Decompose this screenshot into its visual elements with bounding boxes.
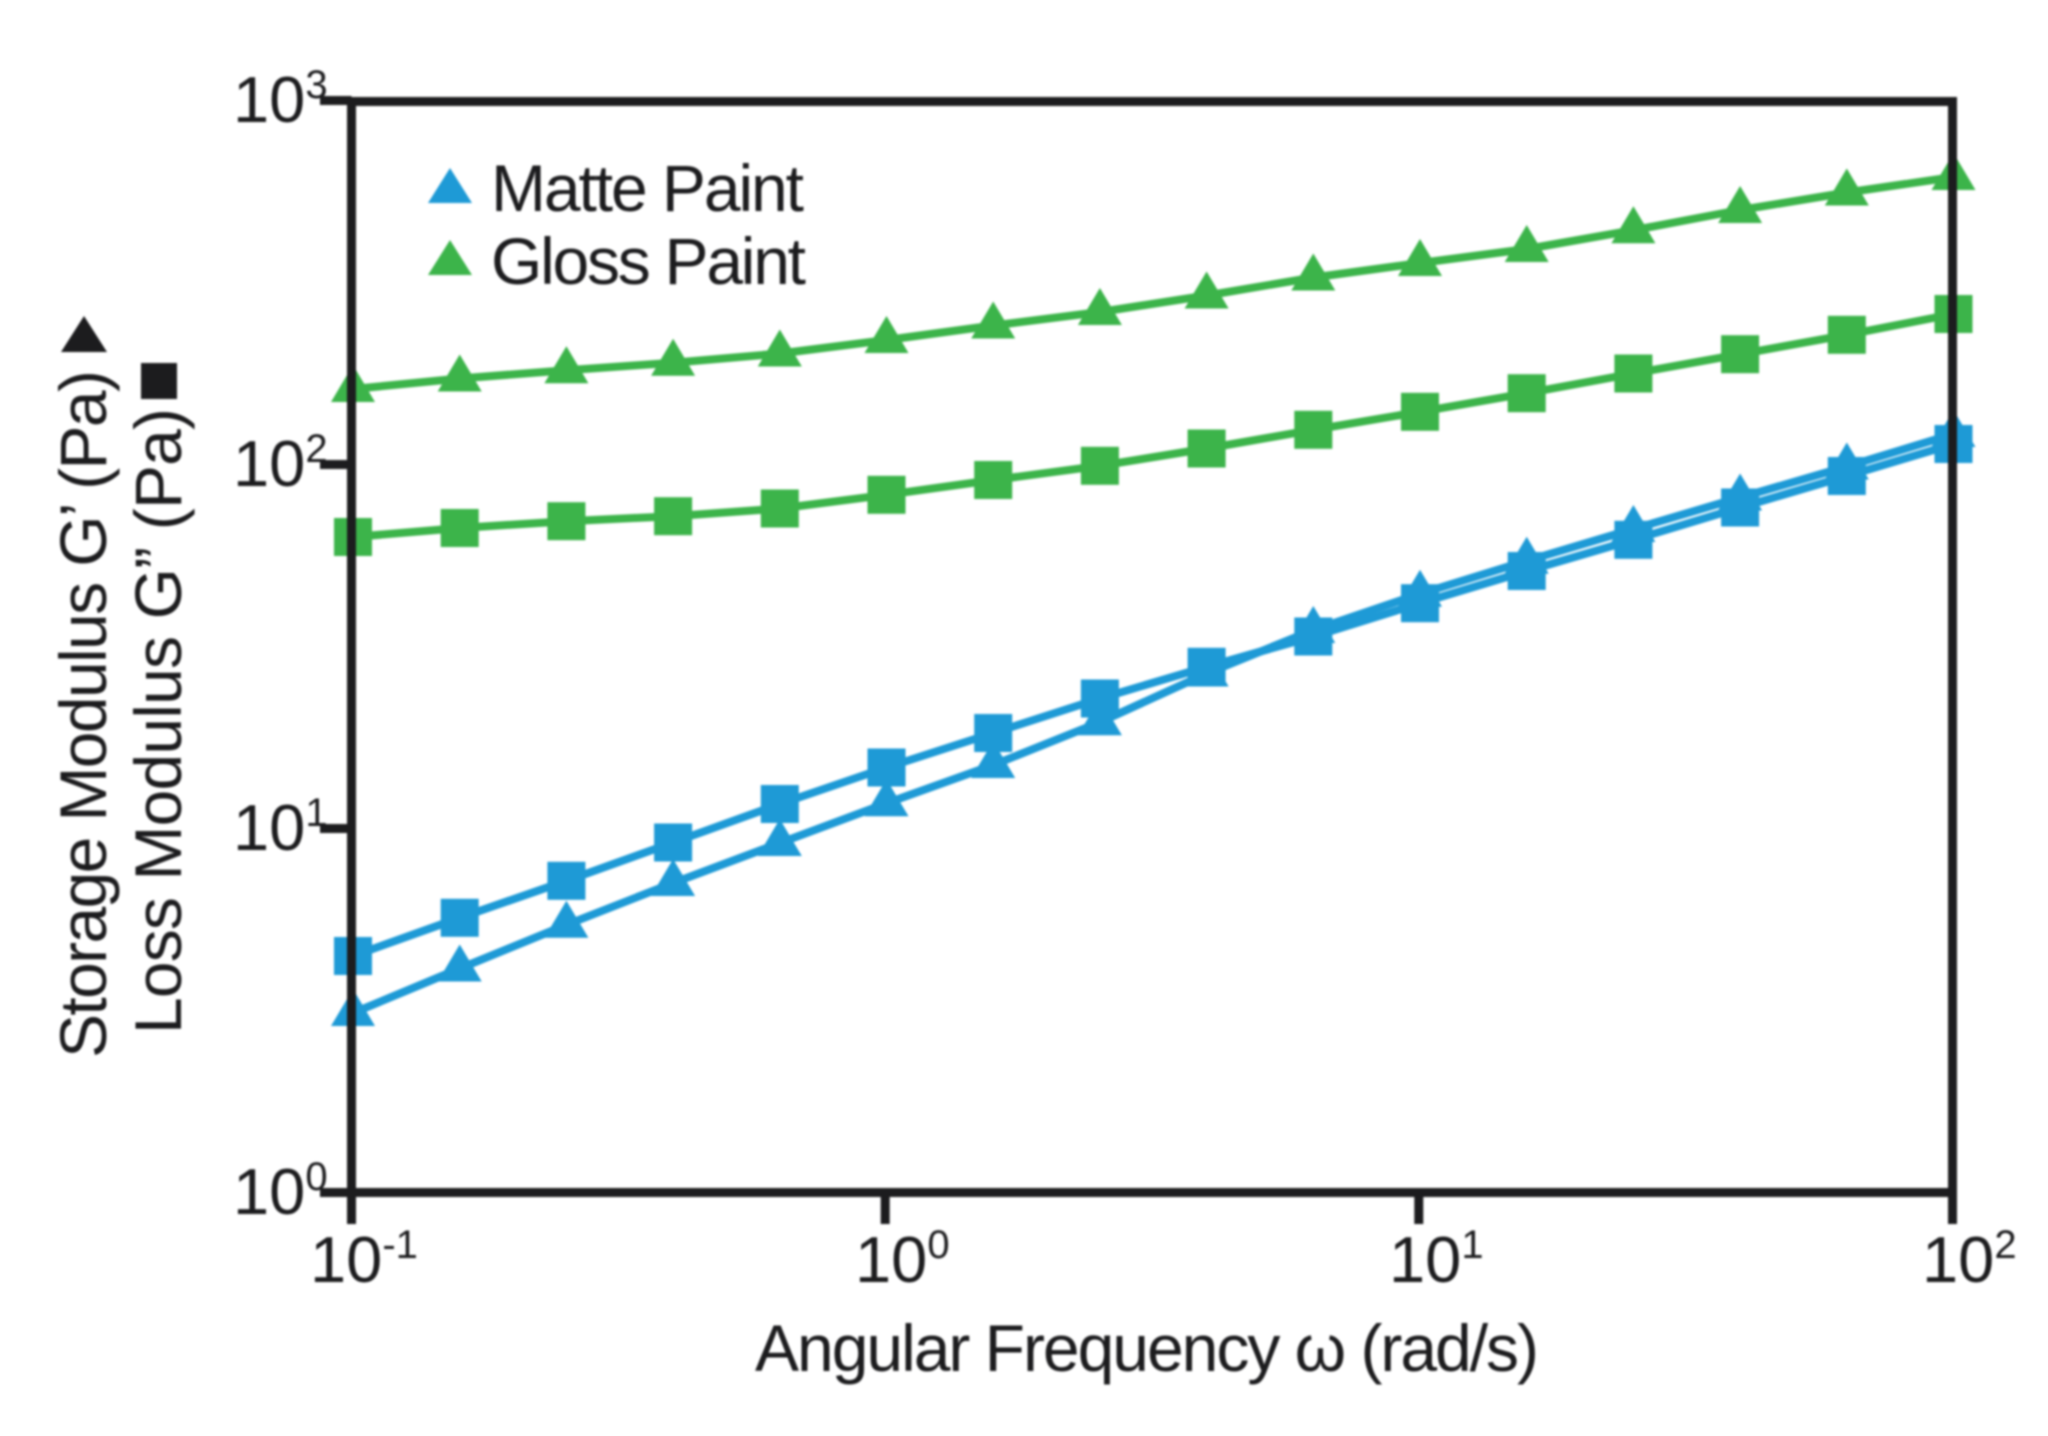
svg-text:Angular Frequency ω (rad/s): Angular Frequency ω (rad/s) — [755, 1311, 1539, 1385]
svg-text:Matte Paint: Matte Paint — [491, 151, 804, 225]
svg-text:101: 101 — [233, 791, 328, 864]
svg-text:Loss Modulus G” (Pa): Loss Modulus G” (Pa) — [121, 408, 195, 1034]
svg-text:Storage Modulus G’ (Pa): Storage Modulus G’ (Pa) — [46, 370, 120, 1058]
svg-text:Gloss Paint: Gloss Paint — [491, 224, 806, 298]
